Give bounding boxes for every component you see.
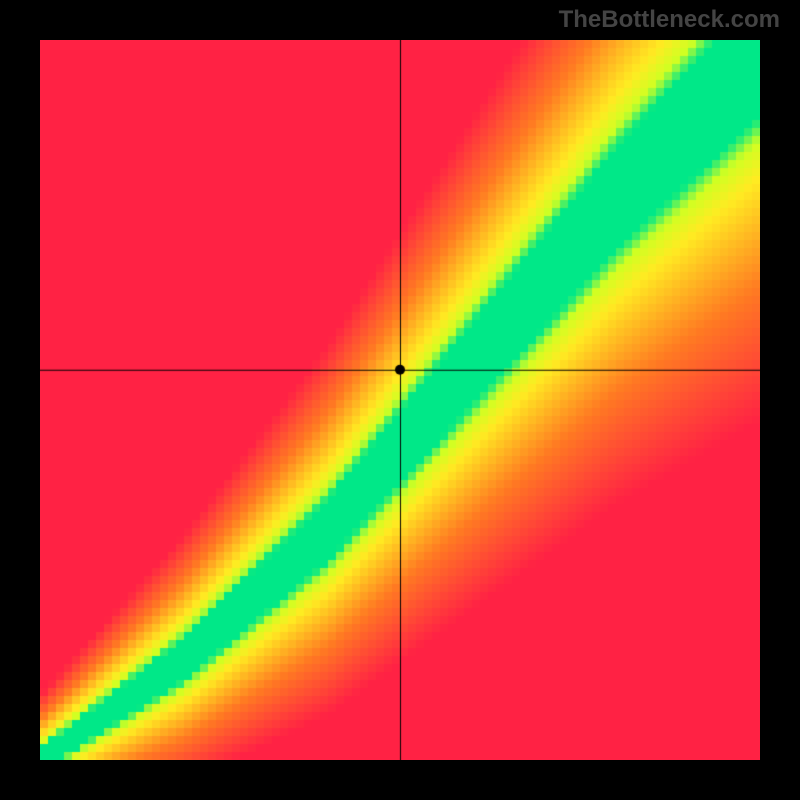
chart-container: TheBottleneck.com xyxy=(0,0,800,800)
crosshair-overlay xyxy=(40,40,760,760)
watermark-text: TheBottleneck.com xyxy=(559,6,780,34)
